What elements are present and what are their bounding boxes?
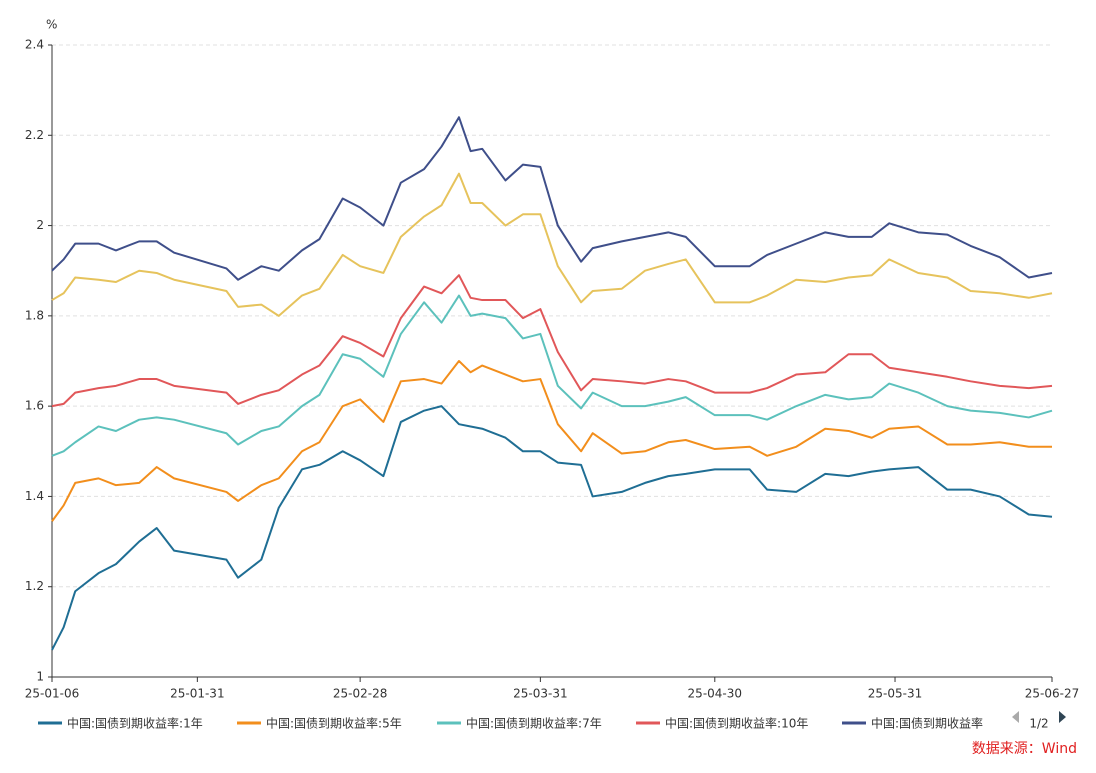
legend-label: 中国:国债到期收益率:7年 (466, 716, 602, 731)
legend-next[interactable] (1059, 711, 1066, 723)
x-tick-label: 25-02-28 (333, 687, 387, 701)
y-unit: % (46, 18, 57, 32)
legend-label: 中国:国债到期收益率:1年 (67, 716, 203, 731)
legend-label: 中国:国债到期收益率:10年 (665, 716, 808, 731)
series-line (51, 360, 1052, 522)
source: 数据来源：Wind (972, 741, 1077, 757)
y-tick-label: 1.2 (25, 579, 44, 593)
legend-prev[interactable] (1012, 711, 1019, 723)
x-tick-label: 25-01-06 (25, 687, 79, 701)
series-line (51, 172, 1053, 317)
legend-label: 中国:国债到期收益率:5年 (266, 716, 402, 731)
y-tick-label: 2.4 (25, 38, 44, 52)
legend-label: 中国:国债到期收益率 (871, 716, 983, 731)
x-tick-label: 25-03-31 (513, 687, 567, 701)
legend-page: 1/2 (1029, 717, 1048, 731)
x-tick-label: 25-04-30 (688, 687, 742, 701)
y-tick-label: 1.6 (25, 399, 44, 413)
y-tick-label: 1.8 (25, 308, 44, 322)
x-tick-label: 25-05-31 (868, 687, 922, 701)
y-tick-label: 1 (36, 670, 44, 684)
series-line (51, 274, 1053, 408)
series-line (51, 116, 1053, 281)
series-line (51, 294, 1053, 457)
x-tick-label: 25-06-27 (1025, 687, 1079, 701)
series-line (51, 405, 1053, 651)
y-tick-label: 2.2 (25, 128, 44, 142)
x-tick-label: 25-01-31 (170, 687, 224, 701)
y-tick-label: 2 (36, 218, 44, 232)
y-tick-label: 1.4 (25, 489, 44, 503)
